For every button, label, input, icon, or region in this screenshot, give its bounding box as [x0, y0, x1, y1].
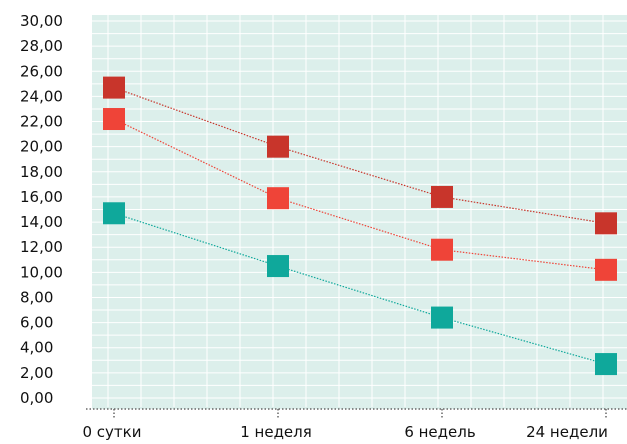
data-point-marker [103, 76, 125, 99]
y-tick-label: 10,00 [20, 263, 63, 281]
y-tick-label: 14,00 [20, 213, 63, 231]
y-axis-tick-labels: 0,00 2,00 4,00 6,00 8,00 10,00 12,00 14,00 16,00… [20, 12, 63, 407]
y-tick-label: 28,00 [20, 37, 63, 55]
series-1 [103, 76, 617, 235]
data-point-marker [595, 258, 617, 281]
x-tick-label: 0 сутки [83, 423, 142, 441]
data-point-marker [267, 187, 289, 210]
data-point-marker [431, 185, 453, 208]
series-3 [103, 202, 617, 376]
y-tick-label: 30,00 [20, 12, 63, 30]
data-point-marker [103, 108, 125, 131]
data-point-marker [431, 238, 453, 261]
x-tick-label: 24 недели [526, 423, 608, 441]
series-line [113, 118, 607, 271]
series-group [103, 76, 617, 376]
y-tick-label: 0,00 [20, 389, 53, 407]
y-tick-label: 24,00 [20, 87, 63, 105]
data-point-marker [431, 306, 453, 329]
y-tick-label: 22,00 [20, 113, 63, 131]
grid-lines [92, 15, 627, 407]
y-tick-label: 26,00 [20, 62, 63, 80]
series-line [113, 87, 607, 224]
y-tick-label: 16,00 [20, 188, 63, 206]
y-tick-label: 20,00 [20, 138, 63, 156]
y-tick-label: 4,00 [20, 339, 53, 357]
data-point-marker [267, 255, 289, 278]
data-point-marker [103, 202, 125, 225]
y-tick-label: 18,00 [20, 163, 63, 181]
data-point-marker [267, 135, 289, 158]
y-tick-label: 6,00 [20, 314, 53, 332]
data-point-marker [595, 353, 617, 376]
data-point-marker [595, 212, 617, 235]
x-tick-label: 1 неделя [240, 423, 312, 441]
y-tick-label: 2,00 [20, 364, 53, 382]
plot-area [92, 15, 627, 409]
series-2 [103, 108, 617, 281]
x-axis: 0 сутки 1 неделя 6 недель 24 недели [83, 408, 627, 441]
y-tick-label: 8,00 [20, 288, 53, 306]
x-tick-label: 6 недель [404, 423, 475, 441]
series-line [113, 212, 607, 365]
y-tick-label: 12,00 [20, 238, 63, 256]
